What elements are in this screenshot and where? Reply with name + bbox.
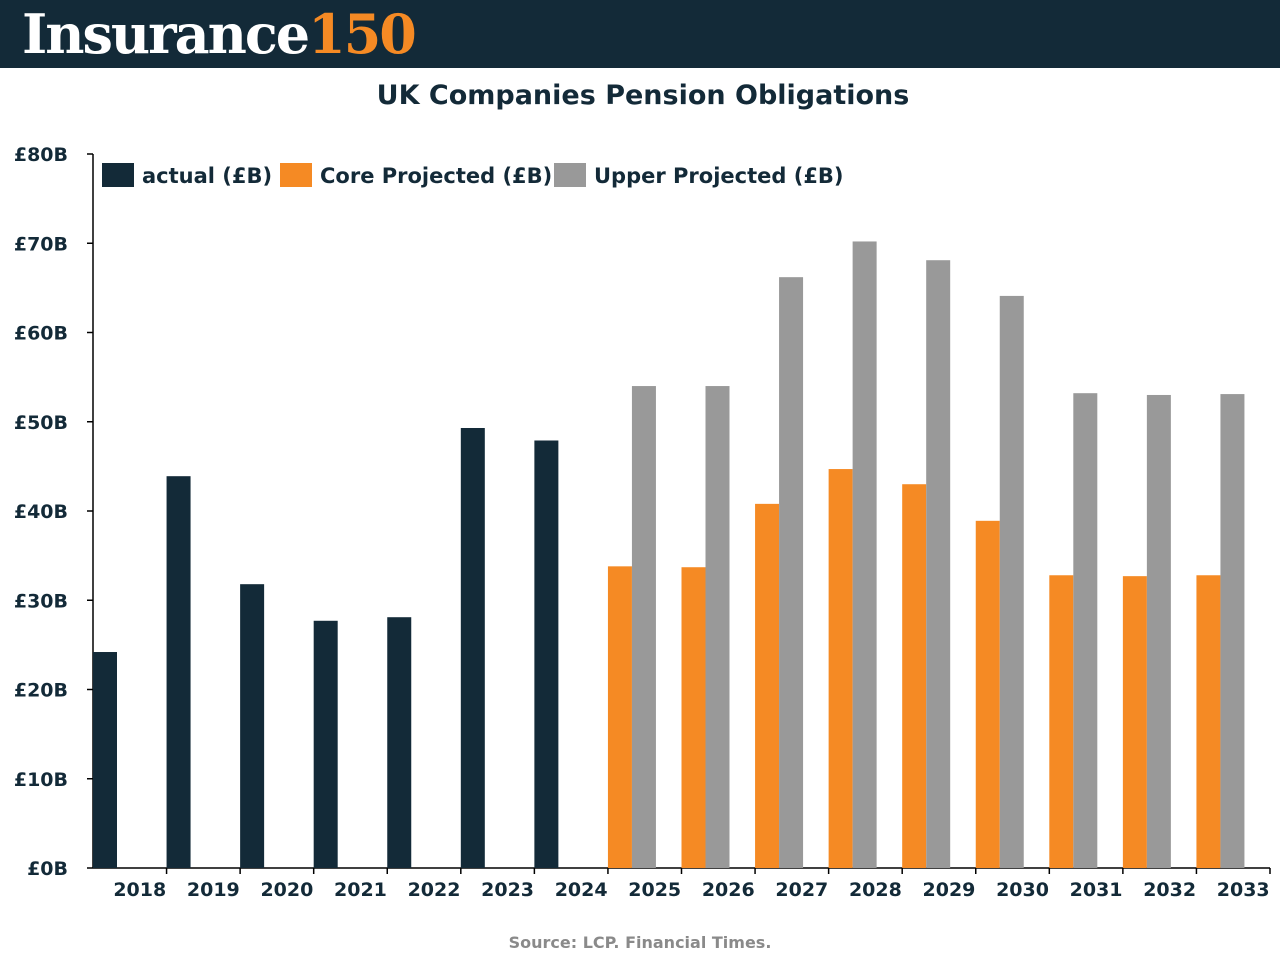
bar-actual-2022 [387,617,412,868]
bar-actual-2021 [313,620,338,868]
x-tick-label: 2029 [923,879,976,901]
bar-core-projected-2025 [607,566,632,868]
bar-core-projected-2026 [681,567,706,868]
bar-upper-projected-2026 [705,386,730,868]
y-tick-label: £50B [14,412,68,434]
x-tick-label: 2030 [996,879,1049,901]
x-tick-label: 2025 [628,879,681,901]
bar-core-projected-2033 [1196,575,1221,868]
x-tick-label: 2027 [775,879,828,901]
y-tick-label: £20B [14,680,68,702]
legend-swatch [102,163,134,187]
x-tick-label: 2026 [702,879,755,901]
x-tick-label: 2021 [334,879,387,901]
x-tick-label: 2018 [113,879,166,901]
x-tick-label: 2023 [481,879,534,901]
bar-core-projected-2032 [1122,576,1147,868]
bar-upper-projected-2025 [631,386,656,868]
legend-label: Core Projected (£B) [320,164,552,188]
brand-number: 150 [308,2,417,66]
y-tick-label: £60B [14,323,68,345]
bar-upper-projected-2029 [926,260,951,868]
bar-upper-projected-2030 [999,295,1024,869]
legend-label: Upper Projected (£B) [594,164,844,188]
y-tick-label: £0B [27,858,68,880]
bar-upper-projected-2031 [1073,393,1098,868]
chart-title: UK Companies Pension Obligations [376,80,910,111]
x-tick-label: 2024 [555,879,608,901]
x-tick-label: 2019 [187,879,240,901]
bar-core-projected-2027 [755,503,780,868]
bar-upper-projected-2033 [1220,394,1245,868]
bar-core-projected-2029 [902,484,927,868]
y-tick-label: £80B [14,144,68,166]
x-tick-label: 2032 [1143,879,1196,901]
bar-upper-projected-2028 [852,241,877,869]
x-tick-label: 2033 [1217,879,1270,901]
bar-upper-projected-2032 [1146,394,1171,868]
brand-name: Insurance [22,2,310,66]
y-tick-label: £30B [14,590,68,612]
source-note: Source: LCP. Financial Times. [508,933,772,952]
header-bar: Insurance150 [0,0,1280,68]
bar-core-projected-2030 [975,520,1000,868]
brand-logo: Insurance150 [22,0,417,72]
bar-actual-2024 [534,440,559,868]
legend-label: actual (£B) [142,164,272,188]
bar-core-projected-2031 [1049,575,1074,868]
x-tick-label: 2028 [849,879,902,901]
bar-upper-projected-2027 [779,277,804,868]
y-tick-label: £70B [14,233,68,255]
legend-swatch [554,163,586,187]
legend-swatch [280,163,312,187]
bar-actual-2019 [166,476,191,868]
bar-core-projected-2028 [828,469,853,868]
x-tick-label: 2022 [408,879,461,901]
x-tick-label: 2020 [260,879,313,901]
bar-actual-2023 [460,427,485,868]
y-tick-label: £10B [14,769,68,791]
x-tick-label: 2031 [1070,879,1123,901]
bar-actual-2018 [93,652,117,868]
y-tick-label: £40B [14,501,68,523]
bar-actual-2020 [240,584,265,868]
